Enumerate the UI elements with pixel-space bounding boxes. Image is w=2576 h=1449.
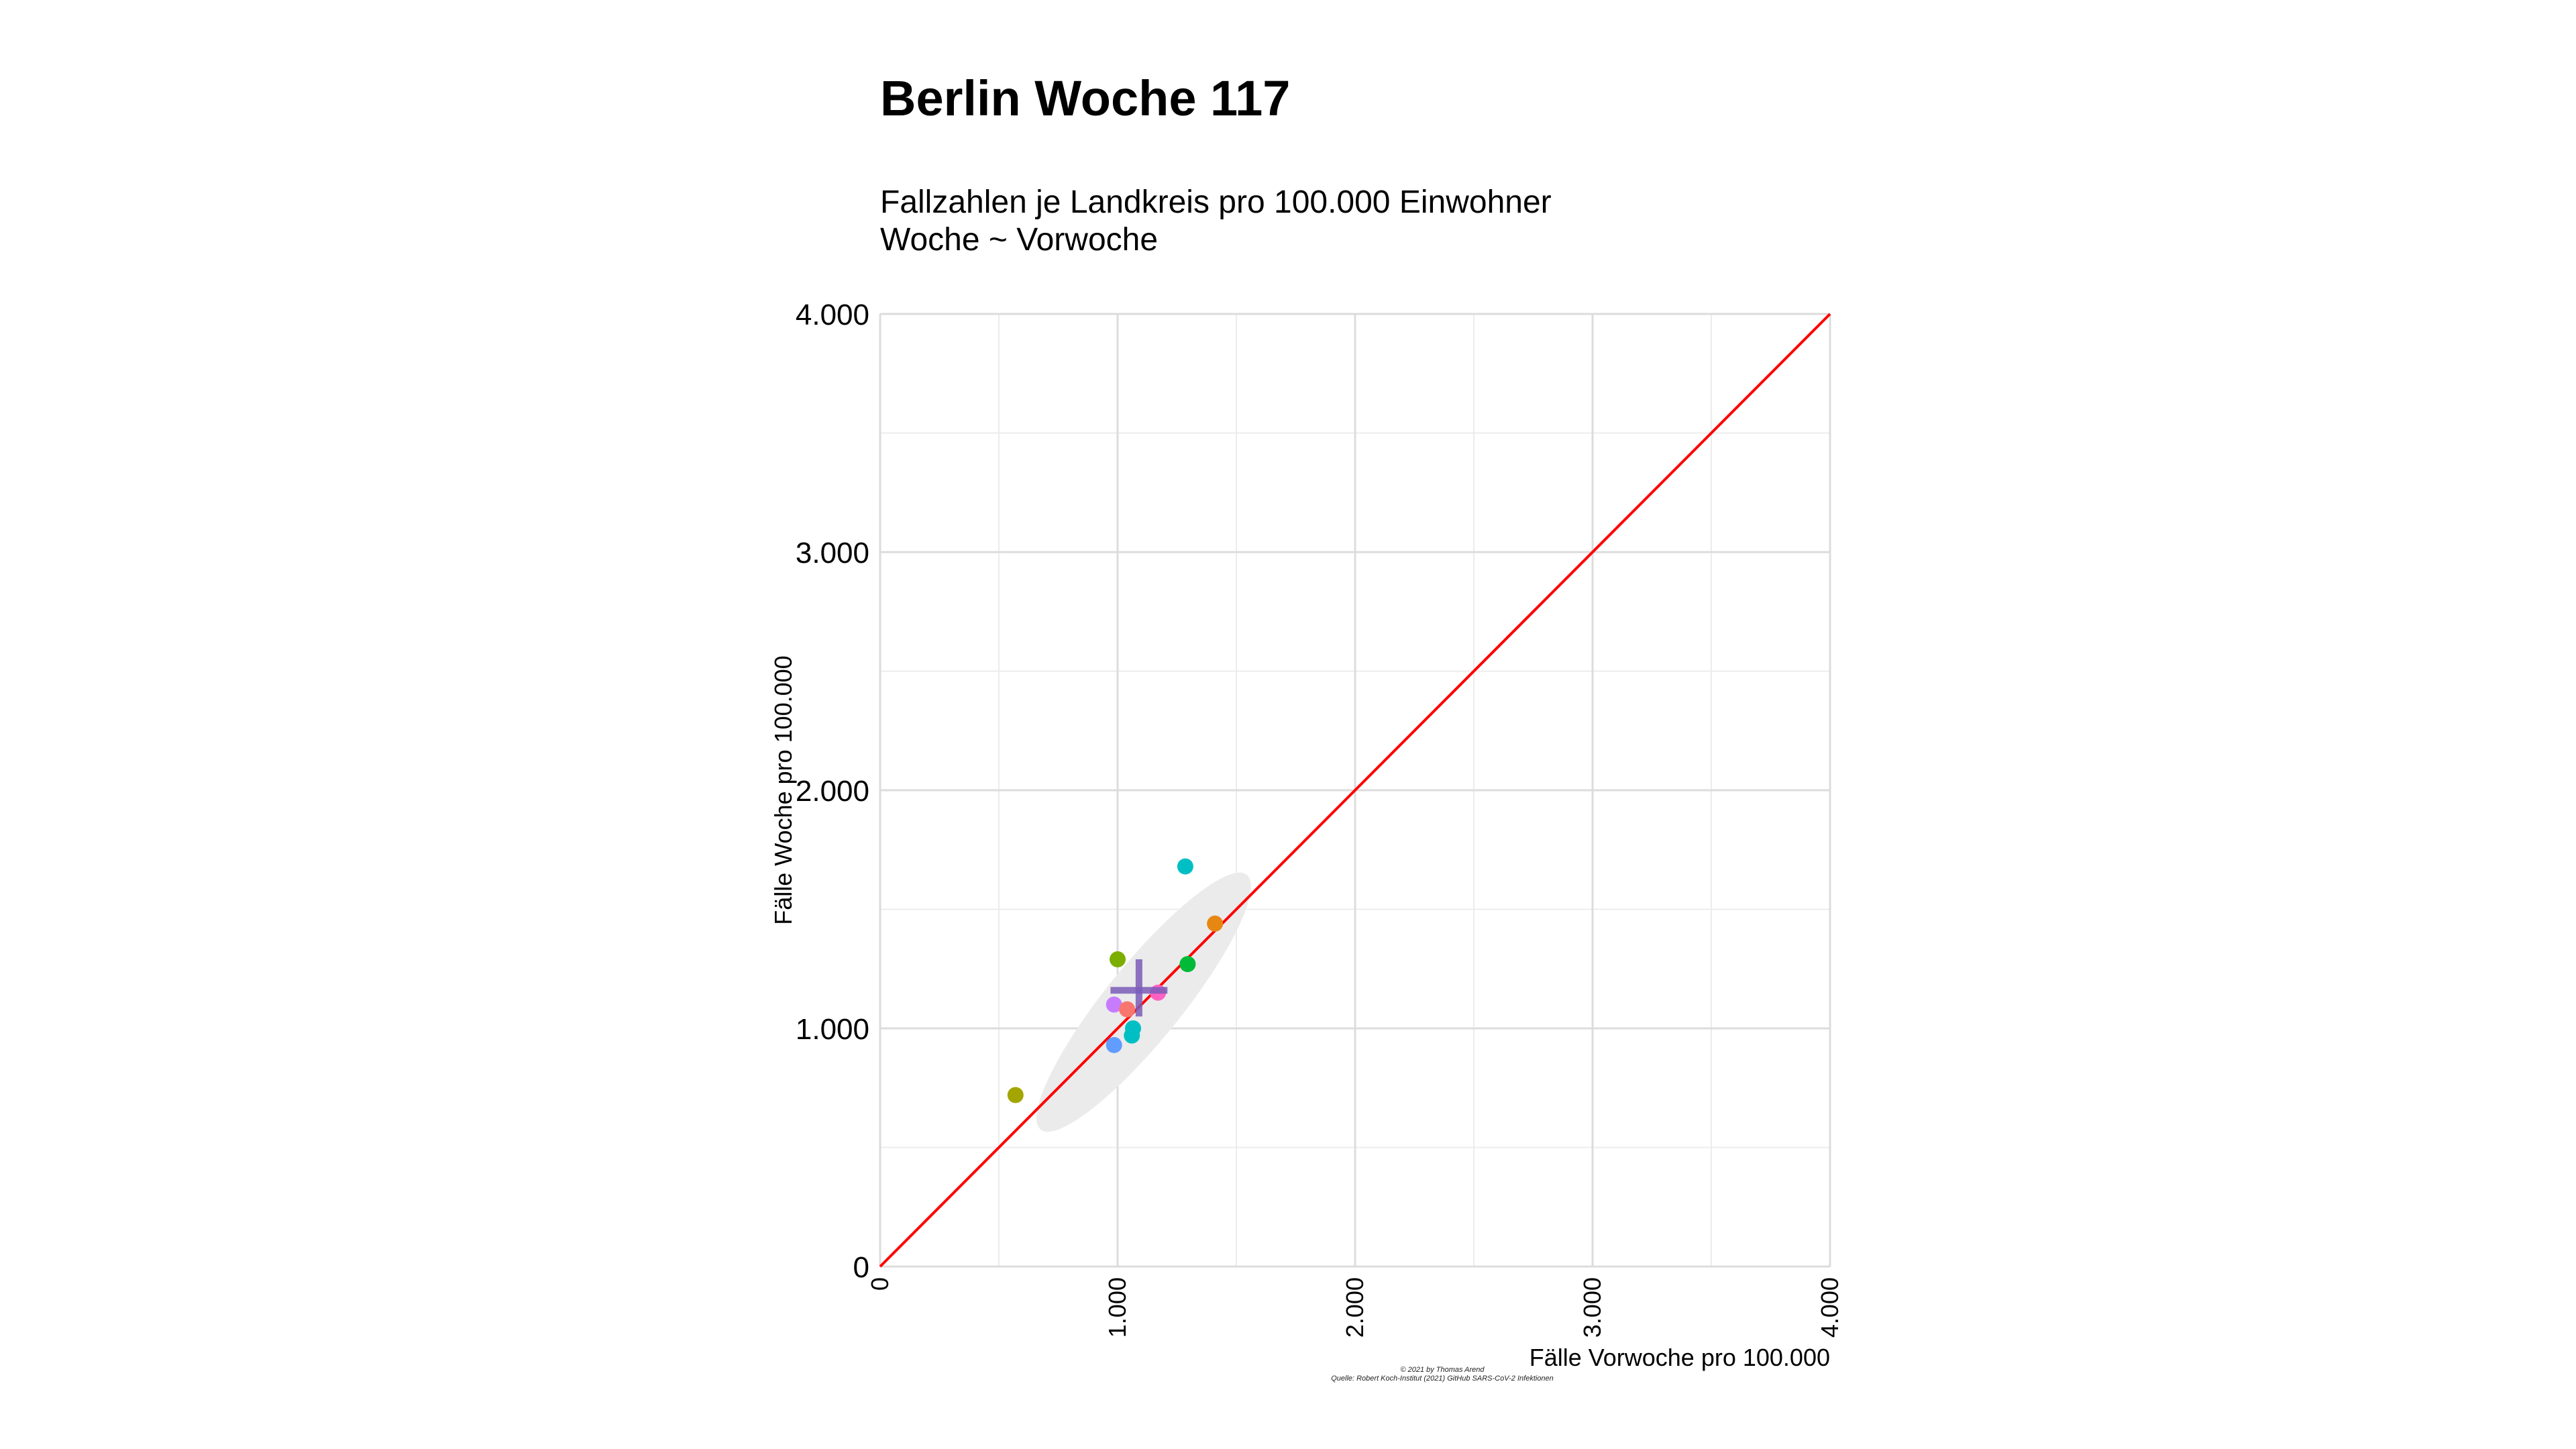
x-tick-label: 0 <box>866 1277 894 1291</box>
y-tick-label: 4.000 <box>796 299 869 331</box>
x-tick-label: 3.000 <box>1578 1277 1606 1338</box>
y-tick-label: 1.000 <box>796 1013 869 1046</box>
x-tick-label: 2.000 <box>1341 1277 1368 1338</box>
data-point <box>1177 858 1193 875</box>
y-axis-label: Fälle Woche pro 100.000 <box>769 655 797 925</box>
data-point <box>1110 951 1126 968</box>
chart-title: Berlin Woche 117 <box>880 70 1291 126</box>
x-tick-label: 4.000 <box>1816 1277 1843 1338</box>
subtitle-line-2: Woche ~ Vorwoche <box>880 222 1159 258</box>
caption-line-1: © 2021 by Thomas Arend <box>1400 1366 1485 1374</box>
caption-line-2: Quelle: Robert Koch-Institut (2021) GitH… <box>1331 1375 1554 1383</box>
data-point <box>1124 1027 1140 1044</box>
subtitle-line-1: Fallzahlen je Landkreis pro 100.000 Einw… <box>880 184 1552 220</box>
data-point <box>1106 996 1122 1013</box>
y-tick-label: 3.000 <box>796 537 869 570</box>
x-axis-label: Fälle Vorwoche pro 100.000 <box>1529 1344 1830 1371</box>
chart-subtitle: Fallzahlen je Landkreis pro 100.000 Einw… <box>880 184 1552 259</box>
diagonal-reference-line <box>879 313 1831 1268</box>
y-tick-label: 0 <box>853 1251 869 1284</box>
y-tick-label: 2.000 <box>796 775 869 808</box>
chart-caption: © 2021 by Thomas Arend Quelle: Robert Ko… <box>1208 1366 1677 1383</box>
x-tick-label: 1.000 <box>1104 1277 1131 1338</box>
data-point <box>1207 915 1224 932</box>
data-point <box>1179 956 1196 973</box>
data-point <box>1106 1036 1122 1053</box>
data-point <box>1119 1001 1136 1018</box>
data-point <box>1007 1087 1024 1104</box>
